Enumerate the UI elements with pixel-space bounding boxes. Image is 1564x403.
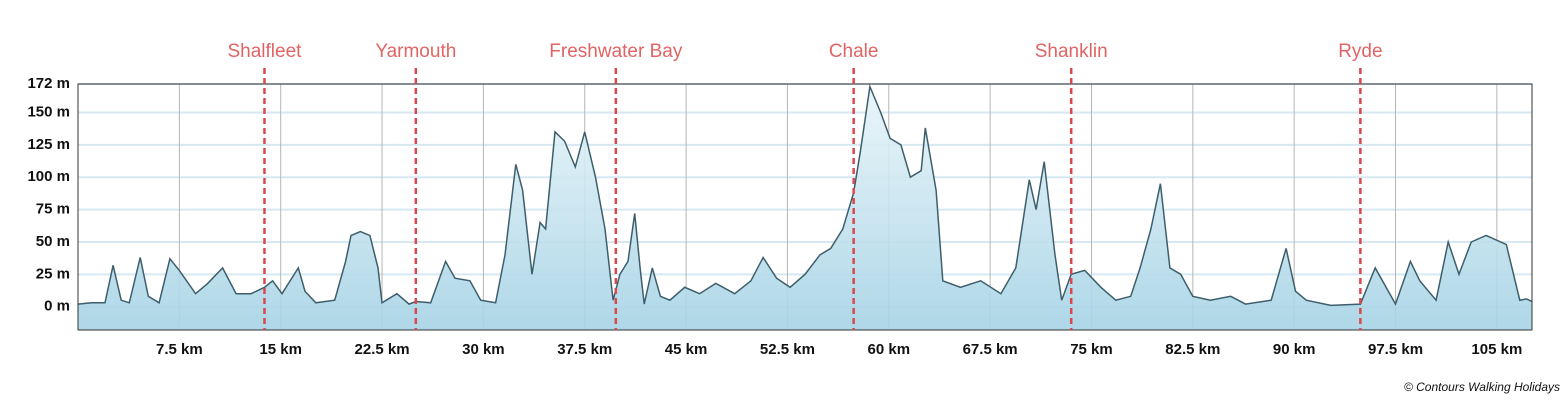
source: © Contours Walking Holidays xyxy=(1404,380,1560,394)
y-tick-label: 50 m xyxy=(36,233,70,250)
x-tick-label: 97.5 km xyxy=(1368,341,1423,358)
x-tick-label: 75 km xyxy=(1070,341,1113,358)
elevation-line xyxy=(77,83,1533,307)
y-tick-label: 0 m xyxy=(44,298,70,315)
x-tick-label: 22.5 km xyxy=(355,341,410,358)
place-label: Shanklin xyxy=(1035,41,1108,62)
plot-frame xyxy=(77,83,1533,331)
place-label: Chale xyxy=(829,41,879,62)
x-tick-label: 67.5 km xyxy=(963,341,1018,358)
x-tick-label: 37.5 km xyxy=(557,341,612,358)
y-tick-label: 100 m xyxy=(27,168,70,185)
x-tick-label: 7.5 km xyxy=(156,341,203,358)
x-tick-label: 60 km xyxy=(868,341,911,358)
x-tick-label: 105 km xyxy=(1471,341,1522,358)
place-label: Shalfleet xyxy=(228,41,303,62)
area-fill xyxy=(78,86,1532,330)
x-tick-label: 52.5 km xyxy=(760,341,815,358)
place-label: Yarmouth xyxy=(375,41,456,62)
place-label: Freshwater Bay xyxy=(549,41,683,62)
x-tick-label: 45 km xyxy=(665,341,708,358)
y-tick-label: 150 m xyxy=(27,103,70,120)
x-tick-label: 90 km xyxy=(1273,341,1316,358)
place-label: Ryde xyxy=(1338,41,1382,62)
x-tick-label: 15 km xyxy=(259,341,302,358)
y-tick-label: 125 m xyxy=(27,136,70,153)
x-tick-label: 82.5 km xyxy=(1165,341,1220,358)
y-tick-label: 172 m xyxy=(27,75,70,92)
y-tick-label: 75 m xyxy=(36,201,70,218)
x-tick-label: 30 km xyxy=(462,341,505,358)
y-tick-label: 25 m xyxy=(36,265,70,282)
